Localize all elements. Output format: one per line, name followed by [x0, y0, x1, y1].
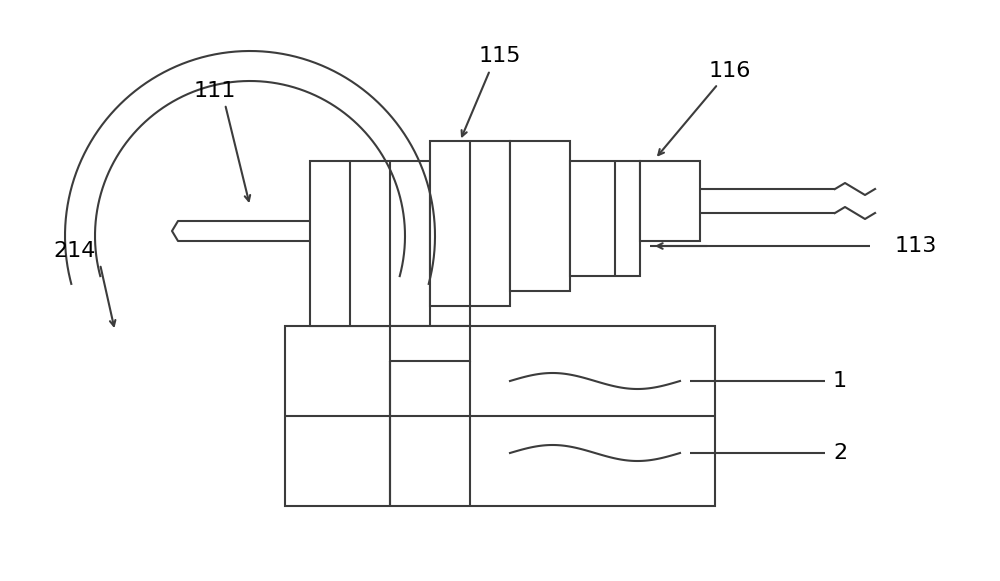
Text: 116: 116	[709, 61, 751, 81]
Text: 115: 115	[479, 46, 521, 66]
Text: 214: 214	[54, 241, 96, 261]
Bar	[390, 326, 470, 361]
Text: 111: 111	[194, 81, 236, 101]
Bar	[430, 141, 510, 306]
Bar	[640, 161, 700, 241]
Bar	[570, 161, 640, 276]
Bar	[285, 326, 715, 506]
Bar	[310, 161, 430, 326]
Text: 2: 2	[833, 443, 847, 463]
Text: 113: 113	[895, 236, 937, 256]
Text: 1: 1	[833, 371, 847, 391]
Bar	[510, 141, 570, 291]
